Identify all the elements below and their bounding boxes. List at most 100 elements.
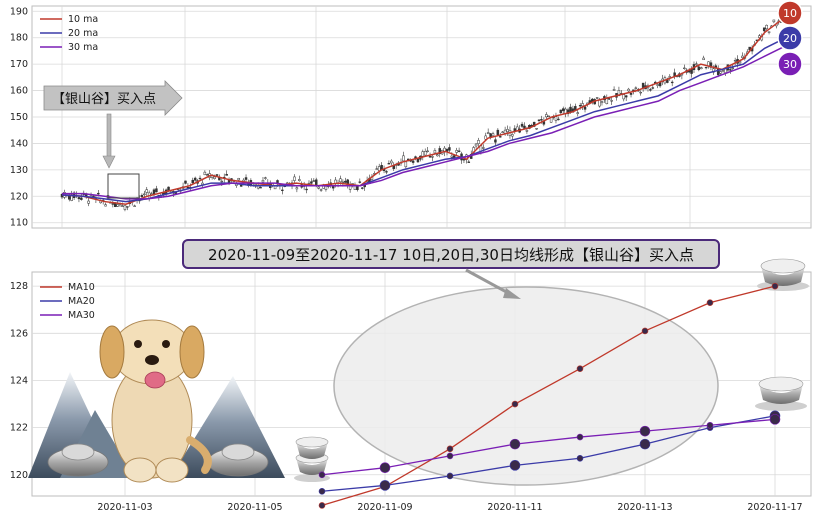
bottom-point-MA30 <box>446 452 454 460</box>
candle <box>566 107 570 117</box>
candle <box>133 204 136 207</box>
bottom-point-MA20 <box>318 487 326 495</box>
candle <box>319 188 323 192</box>
highlight-ellipse <box>333 286 719 486</box>
candle <box>702 55 705 61</box>
candle <box>126 206 129 211</box>
candle <box>358 178 362 184</box>
bottom-point-MA30 <box>706 421 714 429</box>
candle <box>77 196 81 203</box>
candle <box>700 66 703 70</box>
candle <box>87 198 90 207</box>
candle <box>457 147 461 153</box>
candle <box>561 106 565 114</box>
bottom-y-tick: 120 <box>10 470 28 481</box>
title-frame <box>182 239 720 269</box>
title-pointer-arrow <box>465 268 521 299</box>
top-y-tick: 140 <box>10 138 28 149</box>
bottom-y-tick: 128 <box>10 281 28 292</box>
candle <box>467 159 471 163</box>
down-arrow <box>102 113 116 169</box>
candle <box>298 175 301 182</box>
bottom-title-box: 2020-11-09至2020-11-17 10日,20日,30日均线形成【银山… <box>182 239 720 299</box>
candle <box>426 147 429 153</box>
candle <box>244 174 248 182</box>
bottom-point-MA20 <box>639 438 651 450</box>
candle <box>581 100 584 111</box>
candle <box>80 193 83 201</box>
top-ma-lines <box>61 15 787 205</box>
candle <box>610 96 613 106</box>
top-line-20ma <box>61 37 787 203</box>
highlight-box <box>107 173 140 199</box>
top-chart: 110 120 130 140 150 160 170 180 190 【银山谷】买入点 10 … <box>10 0 812 229</box>
top-y-tick: 150 <box>10 112 28 123</box>
annotation-label: 【银山谷】买入点 <box>52 92 156 107</box>
top-y-tick: 120 <box>10 191 28 202</box>
badge-30-label: 30 <box>783 58 797 71</box>
candle <box>312 178 316 182</box>
candle <box>709 60 713 71</box>
bottom-x-tick: 2020-11-09 <box>357 502 412 513</box>
top-y-tick: 180 <box>10 33 28 44</box>
candle <box>295 185 299 193</box>
badge-20-label: 20 <box>783 32 797 45</box>
bottom-point-MA20 <box>379 480 391 491</box>
top-line-30ma <box>62 44 787 200</box>
candle <box>501 131 504 134</box>
candle <box>191 177 195 184</box>
top-line-10ma <box>61 15 787 205</box>
candle <box>402 151 405 162</box>
bottom-point-MA10 <box>771 282 779 290</box>
badge-20 <box>777 25 803 51</box>
candle <box>225 170 228 176</box>
bottom-point-MA30 <box>379 462 391 474</box>
bottom-point-MA20 <box>509 460 521 471</box>
candle <box>261 177 265 183</box>
top-legend: 10 ma 20 ma 30 ma <box>40 14 98 53</box>
candle <box>670 80 674 87</box>
bottom-point-MA30 <box>318 471 326 479</box>
candle <box>583 106 587 113</box>
candle <box>293 174 296 184</box>
badge-30 <box>777 51 803 77</box>
candle <box>198 175 202 180</box>
bottom-x-tick: 2020-11-17 <box>747 502 802 513</box>
candle <box>639 90 642 96</box>
bottom-x-tick: 2020-11-11 <box>487 502 542 513</box>
candle <box>557 116 560 121</box>
legend-10ma: 10 ma <box>68 14 98 25</box>
candle <box>627 87 630 93</box>
top-y-tick: 110 <box>10 218 28 229</box>
candle <box>494 137 497 146</box>
candle <box>390 159 393 166</box>
bottom-x-tick: 2020-11-05 <box>227 502 282 513</box>
candle <box>184 180 187 185</box>
legend-30ma: 30 ma <box>68 42 98 53</box>
legend-20ma: 20 ma <box>68 28 98 39</box>
bottom-point-MA20 <box>446 472 454 480</box>
candle <box>193 176 197 182</box>
bottom-x-tick: 2020-11-03 <box>97 502 152 513</box>
bottom-point-MA30 <box>509 438 521 450</box>
candle <box>511 133 514 140</box>
candle <box>545 112 548 120</box>
candle <box>215 174 219 176</box>
candle <box>433 148 437 155</box>
bottom-line-MA30 <box>321 418 776 476</box>
candle <box>104 202 107 207</box>
bottom-point-MA10 <box>576 365 584 372</box>
candle <box>668 74 672 81</box>
bottom-line-MA20 <box>321 415 776 492</box>
top-y-axis: 110 120 130 140 150 160 170 180 190 <box>10 6 28 228</box>
dog-icon <box>99 319 212 483</box>
bottom-point-MA10 <box>706 299 714 306</box>
candle <box>416 158 420 163</box>
candle <box>547 115 550 117</box>
candle <box>767 31 771 35</box>
candle <box>123 205 127 212</box>
candle <box>772 19 776 24</box>
candle <box>506 125 509 136</box>
candle <box>535 128 538 130</box>
